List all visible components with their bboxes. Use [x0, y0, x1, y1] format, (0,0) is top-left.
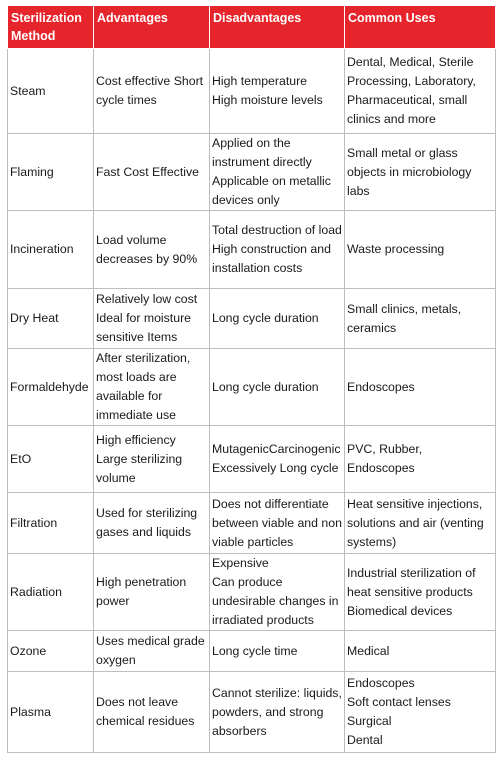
table-row-flaming: Flaming Fast Cost Effective Applied on t…	[7, 133, 496, 212]
advantage-line: Relatively low cost	[96, 292, 198, 307]
advantage-line: Uses medical grade oxygen	[96, 634, 205, 668]
advantage-line: Fast Cost Effective	[96, 164, 199, 179]
table-row-formaldehyde: Formaldehyde After sterilization, most l…	[7, 348, 496, 427]
advantages-cell: Does not leave chemical residues	[93, 671, 210, 754]
disadvantages-cell: Total destruction of load High constructi…	[209, 210, 345, 290]
advantage-line: Does not leave chemical residues	[96, 695, 195, 729]
disadvantage-line: High moisture levels	[212, 93, 323, 108]
advantage-line: Ideal for moisture sensitive Items	[96, 311, 192, 345]
uses-cell: PVC, Rubber, Endoscopes	[344, 425, 496, 494]
use-line: Industrial sterilization of heat sensiti…	[347, 565, 476, 599]
advantages-cell: Relatively low cost Ideal for moisture se…	[93, 288, 210, 350]
header-common-uses: Common Uses	[344, 4, 496, 50]
disadvantage-line: Total destruction of load	[212, 223, 342, 238]
table-row-eto: EtO High efficiency Large sterilizing vol…	[7, 425, 496, 494]
table-row-incineration: Incineration Load volume decreases by 90…	[7, 210, 496, 290]
disadvantage-line: Cannot sterilize: liquids, powders, and …	[212, 685, 342, 738]
disadvantages-cell: Cannot sterilize: liquids, powders, and …	[209, 671, 345, 754]
use-line: Endoscopes	[347, 676, 415, 691]
use-line: Biomedical devices	[347, 603, 453, 618]
use-line: Small metal or glass objects in microbio…	[347, 145, 472, 198]
advantage-line: High penetration power	[96, 575, 187, 609]
method-cell: Filtration	[7, 492, 94, 555]
table-row-filtration: Filtration Used for sterilizing gases an…	[7, 492, 496, 555]
uses-cell: Dental, Medical, Sterile Processing, Lab…	[344, 48, 496, 135]
table-row-dry-heat: Dry Heat Relatively low cost Ideal for mo…	[7, 288, 496, 350]
use-line: Surgical	[347, 714, 392, 729]
advantage-line: Cost effective Short cycle times	[96, 74, 204, 108]
disadvantages-cell: Expensive Can produce undesirable changes…	[209, 553, 345, 632]
use-line: Endoscopes	[347, 379, 415, 394]
disadvantage-line: Applicable on metallic devices only	[212, 174, 331, 208]
advantages-cell: Load volume decreases by 90%	[93, 210, 210, 290]
disadvantages-cell: Applied on the instrument directly Applic…	[209, 133, 345, 212]
uses-cell: Industrial sterilization of heat sensiti…	[344, 553, 496, 632]
advantage-line: Large sterilizing volume	[96, 451, 183, 485]
uses-cell: Endoscopes Soft contact lenses Surgical Den…	[344, 671, 496, 754]
use-line: Medical	[347, 643, 390, 658]
use-line: Small clinics, metals, ceramics	[347, 301, 462, 335]
method-cell: Ozone	[7, 630, 94, 673]
advantages-cell: Uses medical grade oxygen	[93, 630, 210, 673]
method-cell: Plasma	[7, 671, 94, 754]
method-cell: Flaming	[7, 133, 94, 212]
method-cell: Dry Heat	[7, 288, 94, 350]
table-row-ozone: Ozone Uses medical grade oxygen Long cyc…	[7, 630, 496, 673]
use-line: Dental	[347, 733, 383, 748]
header-advantages: Advantages	[93, 4, 210, 50]
disadvantage-line: Long cycle duration	[212, 311, 319, 326]
use-line: Dental, Medical, Sterile Processing, Lab…	[347, 55, 476, 127]
disadvantage-line: High temperature	[212, 74, 308, 89]
disadvantages-cell: Long cycle time	[209, 630, 345, 673]
use-line: Soft contact lenses	[347, 695, 451, 710]
disadvantages-cell: Does not differentiate between viable an…	[209, 492, 345, 555]
header-row: Sterilization Method Advantages Disadvan…	[7, 4, 496, 50]
disadvantage-line: Excessively Long cycle	[212, 461, 339, 476]
disadvantage-line: Long cycle duration	[212, 379, 319, 394]
advantage-line: Load volume decreases by 90%	[96, 232, 198, 266]
disadvantages-cell: MutagenicCarcinogenic Excessively Long cy…	[209, 425, 345, 494]
method-cell: EtO	[7, 425, 94, 494]
use-line: Waste processing	[347, 242, 445, 257]
disadvantage-line: Can produce undesirable changes in irrad…	[212, 575, 339, 628]
advantages-cell: High penetration power	[93, 553, 210, 632]
header-disadvantages: Disadvantages	[209, 4, 345, 50]
table-row-plasma: Plasma Does not leave chemical residues …	[7, 671, 496, 754]
uses-cell: Heat sensitive injections, solutions and…	[344, 492, 496, 555]
uses-cell: Medical	[344, 630, 496, 673]
advantages-cell: After sterilization, most loads are avai…	[93, 348, 210, 427]
sterilization-table-container: Sterilization Method Advantages Disadvan…	[7, 4, 496, 754]
advantages-cell: Used for sterilizing gases and liquids	[93, 492, 210, 555]
method-cell: Radiation	[7, 553, 94, 632]
method-cell: Formaldehyde	[7, 348, 94, 427]
disadvantage-line: Long cycle time	[212, 643, 298, 658]
uses-cell: Waste processing	[344, 210, 496, 290]
uses-cell: Small metal or glass objects in microbio…	[344, 133, 496, 212]
use-line: PVC, Rubber, Endoscopes	[347, 442, 423, 476]
use-line: Heat sensitive injections, solutions and…	[347, 496, 484, 549]
table-row-radiation: Radiation High penetration power Expensi…	[7, 553, 496, 632]
advantage-line: High efficiency	[96, 432, 176, 447]
table-row-steam: Steam Cost effective Short cycle times H…	[7, 48, 496, 135]
advantages-cell: High efficiency Large sterilizing volume	[93, 425, 210, 494]
header-method: Sterilization Method	[7, 4, 94, 50]
disadvantage-line: Applied on the instrument directly	[212, 136, 312, 170]
disadvantages-cell: Long cycle duration	[209, 348, 345, 427]
uses-cell: Small clinics, metals, ceramics	[344, 288, 496, 350]
advantage-line: After sterilization, most loads are avai…	[96, 351, 191, 423]
disadvantage-line: Does not differentiate between viable an…	[212, 496, 342, 549]
disadvantages-cell: Long cycle duration	[209, 288, 345, 350]
sterilization-methods-table: Sterilization Method Advantages Disadvan…	[7, 4, 496, 754]
disadvantage-line: Expensive	[212, 556, 269, 571]
advantage-line: Used for sterilizing gases and liquids	[96, 506, 198, 540]
disadvantage-line: MutagenicCarcinogenic	[212, 442, 341, 457]
method-cell: Steam	[7, 48, 94, 135]
disadvantages-cell: High temperature High moisture levels	[209, 48, 345, 135]
method-cell: Incineration	[7, 210, 94, 290]
uses-cell: Endoscopes	[344, 348, 496, 427]
advantages-cell: Fast Cost Effective	[93, 133, 210, 212]
advantages-cell: Cost effective Short cycle times	[93, 48, 210, 135]
disadvantage-line: High construction and installation costs	[212, 242, 331, 276]
